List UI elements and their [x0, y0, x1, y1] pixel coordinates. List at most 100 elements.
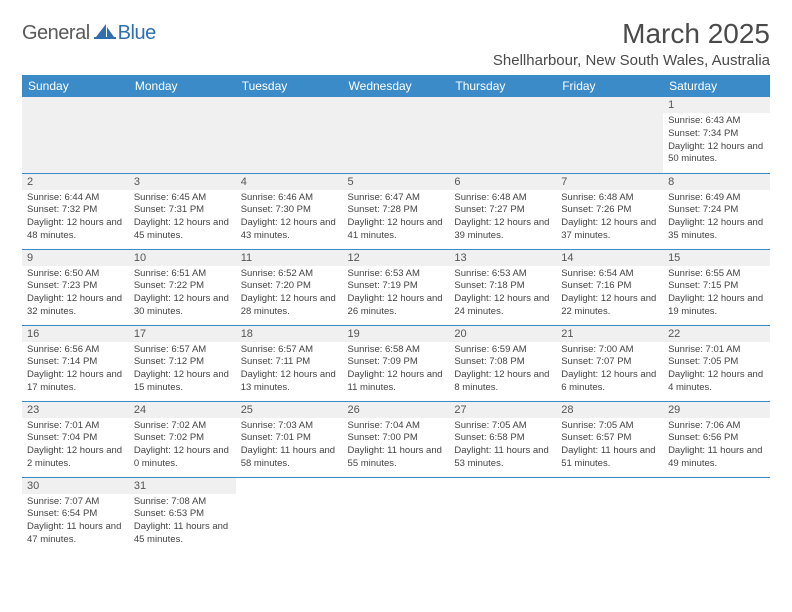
calendar-cell-empty — [663, 477, 770, 553]
calendar-cell: 8Sunrise: 6:49 AMSunset: 7:24 PMDaylight… — [663, 173, 770, 249]
calendar-cell: 25Sunrise: 7:03 AMSunset: 7:01 PMDayligh… — [236, 401, 343, 477]
daylight-line: Daylight: 12 hours and 0 minutes. — [134, 445, 229, 469]
day-number: 16 — [22, 326, 129, 342]
logo: General Blue — [22, 22, 156, 45]
weekday-header: Tuesday — [236, 75, 343, 97]
calendar-cell: 27Sunrise: 7:05 AMSunset: 6:58 PMDayligh… — [449, 401, 556, 477]
header: General Blue March 2025 Shellharbour, Ne… — [22, 18, 770, 69]
daylight-line: Daylight: 12 hours and 48 minutes. — [27, 217, 122, 241]
calendar-cell: 26 Sunrise: 7:04 AMSunset: 7:00 PM Dayligh… — [343, 401, 450, 477]
logo-text-general: General — [22, 22, 90, 45]
calendar-cell: 5Sunrise: 6:47 AMSunset: 7:28 PMDaylight… — [343, 173, 450, 249]
day-number: 30 — [22, 478, 129, 494]
sunrise-line: Sunrise: 6:51 AM — [134, 268, 206, 279]
sunrise-line: Sunrise: 7:07 AM — [27, 496, 99, 507]
day-number: 21 — [556, 326, 663, 342]
sunset-line: Sunset: 7:02 PM — [134, 432, 204, 443]
sunrise-line: Sunrise: 6:48 AM — [561, 192, 633, 203]
weekday-header: Friday — [556, 75, 663, 97]
daylight-line: Daylight: 12 hours and 13 minutes. — [241, 369, 336, 393]
day-number: 2 — [22, 174, 129, 190]
day-info: Sunrise: 6:53 AMSunset: 7:18 PMDaylight:… — [449, 266, 556, 323]
day-info: Sunrise: 6:46 AMSunset: 7:30 PMDaylight:… — [236, 190, 343, 247]
sunset-line: Sunset: 6:56 PM — [668, 432, 738, 443]
sunrise-line: Sunrise: 6:48 AM — [454, 192, 526, 203]
day-number: 11 — [236, 250, 343, 266]
title-block: March 2025 Shellharbour, New South Wales… — [493, 18, 770, 69]
calendar-cell: 12Sunrise: 6:53 AMSunset: 7:19 PMDayligh… — [343, 249, 450, 325]
sunset-line: Sunset: 6:53 PM — [134, 508, 204, 519]
sunset-line: Sunset: 7:27 PM — [454, 204, 524, 215]
calendar-cell: 4Sunrise: 6:46 AMSunset: 7:30 PMDaylight… — [236, 173, 343, 249]
logo-text-blue: Blue — [118, 22, 156, 45]
calendar-cell: 15Sunrise: 6:55 AMSunset: 7:15 PMDayligh… — [663, 249, 770, 325]
sunrise-line: Sunrise: 7:08 AM — [134, 496, 206, 507]
calendar-cell: 19Sunrise: 6:58 AMSunset: 7:09 PMDayligh… — [343, 325, 450, 401]
day-number: 17 — [129, 326, 236, 342]
day-number: 27 — [449, 402, 556, 418]
day-info: Sunrise: 6:59 AMSunset: 7:08 PMDaylight:… — [449, 342, 556, 399]
calendar-cell: 7Sunrise: 6:48 AMSunset: 7:26 PMDaylight… — [556, 173, 663, 249]
sunset-line: Sunset: 7:09 PM — [348, 356, 418, 367]
daylight-line: Daylight: 11 hours and 47 minutes. — [27, 521, 121, 545]
sunset-line: Sunset: 7:34 PM — [668, 128, 738, 139]
sunrise-line: Sunrise: 6:45 AM — [134, 192, 206, 203]
calendar-cell-empty — [129, 97, 236, 173]
day-info: Sunrise: 6:47 AMSunset: 7:28 PMDaylight:… — [343, 190, 450, 247]
day-number: 4 — [236, 174, 343, 190]
calendar-cell: 18Sunrise: 6:57 AMSunset: 7:11 PMDayligh… — [236, 325, 343, 401]
day-number: 23 — [22, 402, 129, 418]
day-number: 6 — [449, 174, 556, 190]
day-info: Sunrise: 6:51 AMSunset: 7:22 PMDaylight:… — [129, 266, 236, 323]
sunrise-line: Sunrise: 7:05 AM — [561, 420, 633, 431]
calendar-cell: 1Sunrise: 6:43 AMSunset: 7:34 PMDaylight… — [663, 97, 770, 173]
sunset-line: Sunset: 7:11 PM — [241, 356, 311, 367]
day-info: Sunrise: 7:01 AMSunset: 7:05 PMDaylight:… — [663, 342, 770, 399]
sunset-line: Sunset: 6:58 PM — [454, 432, 524, 443]
calendar-cell: 13Sunrise: 6:53 AMSunset: 7:18 PMDayligh… — [449, 249, 556, 325]
day-number: 14 — [556, 250, 663, 266]
day-number: 31 — [129, 478, 236, 494]
daylight-line: Daylight: 11 hours and 55 minutes. — [348, 445, 442, 469]
day-number: 19 — [343, 326, 450, 342]
daylight-line: Daylight: 12 hours and 41 minutes. — [348, 217, 443, 241]
day-number: 20 — [449, 326, 556, 342]
sunrise-line: Sunrise: 6:55 AM — [668, 268, 740, 279]
calendar-cell: 17Sunrise: 6:57 AMSunset: 7:12 PMDayligh… — [129, 325, 236, 401]
sunset-line: Sunset: 7:32 PM — [27, 204, 97, 215]
sunrise-line: Sunrise: 6:50 AM — [27, 268, 99, 279]
calendar-cell-empty — [236, 97, 343, 173]
sunset-line: Sunset: 7:08 PM — [454, 356, 524, 367]
daylight-line: Daylight: 12 hours and 11 minutes. — [348, 369, 443, 393]
sunset-line: Sunset: 7:05 PM — [668, 356, 738, 367]
daylight-line: Daylight: 12 hours and 4 minutes. — [668, 369, 763, 393]
calendar-cell: 30 Sunrise: 7:07 AMSunset: 6:54 PM Dayligh… — [22, 477, 129, 553]
sunrise-line: Sunrise: 6:49 AM — [668, 192, 740, 203]
calendar-cell: 21Sunrise: 7:00 AMSunset: 7:07 PMDayligh… — [556, 325, 663, 401]
sunrise-line: Sunrise: 7:04 AM — [348, 420, 420, 431]
sunset-line: Sunset: 7:28 PM — [348, 204, 418, 215]
daylight-line: Daylight: 11 hours and 58 minutes. — [241, 445, 335, 469]
calendar-cell: 23Sunrise: 7:01 AMSunset: 7:04 PMDayligh… — [22, 401, 129, 477]
sunset-line: Sunset: 7:00 PM — [348, 432, 418, 443]
daylight-line: Daylight: 12 hours and 39 minutes. — [454, 217, 549, 241]
day-info: Sunrise: 6:52 AMSunset: 7:20 PMDaylight:… — [236, 266, 343, 323]
day-info: Sunrise: 7:06 AMSunset: 6:56 PMDaylight:… — [663, 418, 770, 475]
sunset-line: Sunset: 7:14 PM — [27, 356, 97, 367]
sunset-line: Sunset: 7:12 PM — [134, 356, 204, 367]
calendar-cell: 6 Sunrise: 6:48 AMSunset: 7:27 PM Daylight… — [449, 173, 556, 249]
sunrise-line: Sunrise: 7:06 AM — [668, 420, 740, 431]
day-number: 26 — [343, 402, 450, 418]
daylight-line: Daylight: 12 hours and 8 minutes. — [454, 369, 549, 393]
calendar-row: 30 Sunrise: 7:07 AMSunset: 6:54 PM Dayligh… — [22, 477, 770, 553]
day-info: Sunrise: 7:03 AMSunset: 7:01 PMDaylight:… — [236, 418, 343, 475]
calendar-cell: 16Sunrise: 6:56 AMSunset: 7:14 PMDayligh… — [22, 325, 129, 401]
day-info: Sunrise: 6:45 AMSunset: 7:31 PMDaylight:… — [129, 190, 236, 247]
sunrise-line: Sunrise: 6:52 AM — [241, 268, 313, 279]
sunset-line: Sunset: 7:23 PM — [27, 280, 97, 291]
day-info: Sunrise: 6:49 AMSunset: 7:24 PMDaylight:… — [663, 190, 770, 247]
sunrise-line: Sunrise: 6:57 AM — [241, 344, 313, 355]
sunset-line: Sunset: 6:54 PM — [27, 508, 97, 519]
weekday-header: Wednesday — [343, 75, 450, 97]
daylight-line: Daylight: 12 hours and 17 minutes. — [27, 369, 122, 393]
